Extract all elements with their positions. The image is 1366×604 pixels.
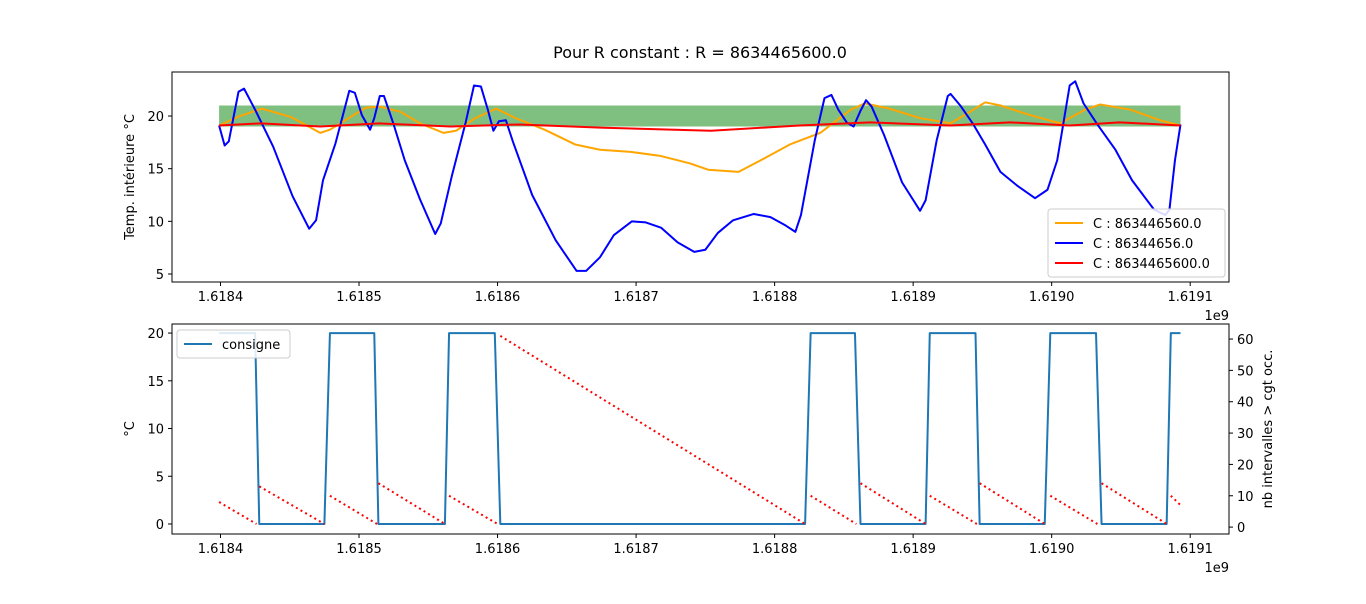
y-tick-label: 15: [147, 163, 164, 178]
x-tick-label: 1.6187: [613, 290, 659, 305]
x-tick-label: 1.6188: [752, 290, 798, 305]
x-tick-label: 1.6191: [1167, 542, 1213, 557]
x-tick-label: 1.6187: [613, 542, 659, 557]
chart-title: Pour R constant : R = 8634465600.0: [553, 43, 847, 62]
x-tick-label: 1.6188: [752, 542, 798, 557]
y-tick-label: 15: [147, 375, 164, 390]
y-tick-label: 10: [147, 215, 164, 230]
y2-tick-label: 10: [1237, 490, 1254, 505]
x-tick-label: 1.6185: [336, 290, 382, 305]
x-tick-label: 1.6189: [890, 290, 936, 305]
y2-tick-label: 0: [1237, 521, 1245, 536]
y2-axis-label: nb intervalles > cgt occ.: [1261, 350, 1276, 509]
legend-label: consigne: [222, 338, 280, 353]
y-tick-label: 0: [156, 518, 164, 533]
y-axis-label: °C: [123, 421, 138, 437]
x-tick-label: 1.6189: [890, 542, 936, 557]
y-axis-label: Temp. intérieure °C: [123, 114, 138, 241]
x-tick-label: 1.6190: [1029, 290, 1075, 305]
x-tick-label: 1.6190: [1029, 542, 1075, 557]
series-line: [219, 332, 1181, 525]
y-tick-label: 5: [156, 470, 164, 485]
axes-frame: [171, 71, 1230, 283]
y2-tick-label: 20: [1237, 458, 1254, 473]
series-line: [219, 121, 1181, 132]
legend-label: C : 8634465600.0: [1093, 257, 1210, 272]
series-line: [218, 335, 1182, 525]
x-offset-label: 1e9: [1204, 309, 1229, 324]
legend-box: [1047, 208, 1226, 278]
y-tick-label: 20: [147, 110, 164, 125]
x-tick-label: 1.6186: [475, 542, 521, 557]
y-tick-label: 10: [147, 423, 164, 438]
legend-label: C : 863446560.0: [1093, 217, 1202, 232]
series-line: [218, 101, 1181, 173]
y-tick-label: 20: [147, 327, 164, 342]
x-tick-label: 1.6186: [475, 290, 521, 305]
y2-tick-label: 60: [1237, 333, 1254, 348]
series-line: [218, 80, 1182, 272]
x-tick-label: 1.6185: [336, 542, 382, 557]
y2-tick-label: 30: [1237, 427, 1254, 442]
x-tick-label: 1.6184: [198, 290, 244, 305]
y2-tick-label: 50: [1237, 364, 1254, 379]
x-tick-label: 1.6184: [198, 542, 244, 557]
legend-box: [176, 329, 291, 359]
legend-label: C : 86344656.0: [1093, 237, 1193, 252]
y-tick-label: 5: [156, 268, 164, 283]
x-tick-label: 1.6191: [1167, 290, 1213, 305]
y2-tick-label: 40: [1237, 396, 1254, 411]
x-offset-label: 1e9: [1204, 561, 1229, 576]
